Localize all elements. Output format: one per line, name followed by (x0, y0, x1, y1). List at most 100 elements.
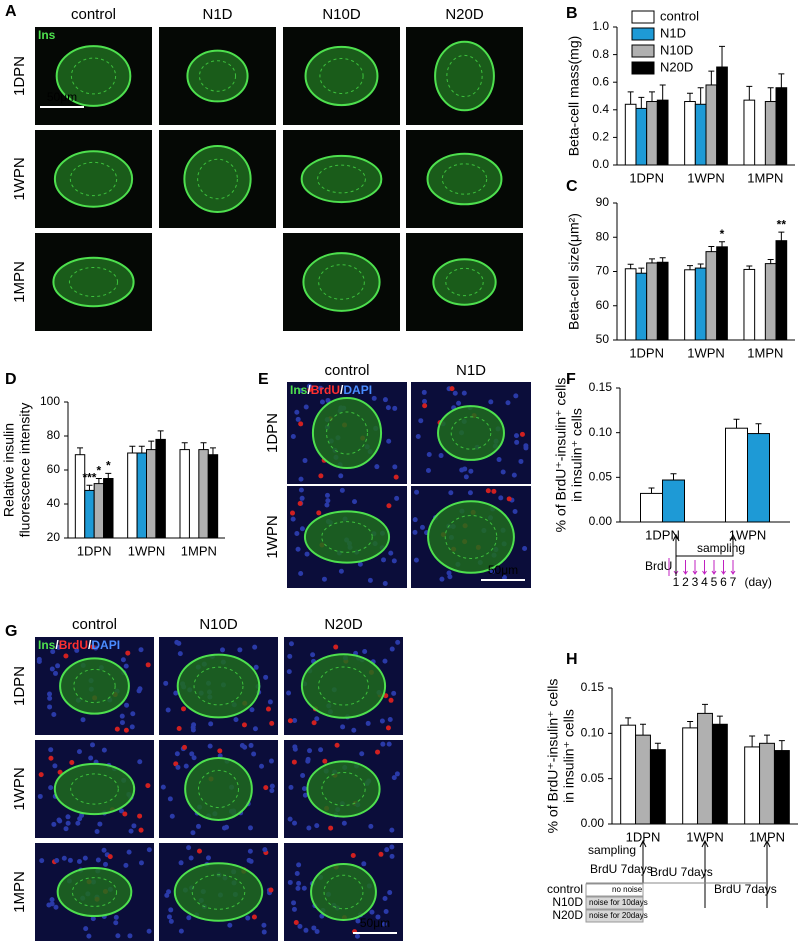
sampling-arrow (701, 839, 709, 908)
y-axis-label: Beta-cell mass(mg) (566, 36, 582, 157)
nucleus (176, 726, 182, 732)
nucleus (54, 857, 60, 863)
nucleus (369, 909, 375, 915)
nucleus (319, 399, 325, 405)
nucleus (294, 409, 300, 415)
nucleus (195, 823, 201, 829)
nucleus (379, 718, 385, 724)
nucleus (419, 524, 425, 530)
legend-swatch (631, 10, 655, 24)
nucleus (489, 569, 495, 575)
channel-part: / (340, 383, 344, 397)
nucleus (38, 772, 44, 778)
nucleus (322, 758, 328, 764)
nucleus (321, 576, 327, 582)
nucleus (120, 657, 126, 663)
nucleus (418, 418, 424, 424)
bar (697, 712, 713, 825)
nucleus (338, 473, 344, 479)
legend-label: control (660, 8, 699, 23)
islet (183, 145, 252, 213)
nucleus (36, 658, 42, 664)
error-bar (719, 241, 726, 247)
error-bar (209, 447, 216, 455)
sampling-label: sampling (697, 541, 745, 555)
group-label: N10D (552, 895, 583, 909)
nucleus (290, 510, 296, 516)
nucleus (468, 468, 474, 474)
islet (437, 405, 505, 461)
channel-part: Ins (290, 383, 308, 397)
nucleus (166, 889, 172, 895)
islet-texture (197, 158, 238, 200)
nucleus (385, 725, 391, 731)
group-label: N20D (552, 908, 583, 922)
nucleus (378, 851, 384, 857)
nucleus (286, 690, 292, 696)
group-box (585, 896, 644, 910)
nucleus (183, 763, 189, 769)
day-label: 7 (730, 575, 737, 589)
y-tick-label: 100 (40, 394, 60, 408)
nucleus (294, 530, 300, 536)
nucleus (514, 439, 520, 445)
nucleus (421, 389, 427, 395)
nucleus (328, 825, 334, 831)
islet (311, 396, 383, 470)
brdu-arrow (683, 560, 688, 575)
bar (646, 101, 658, 166)
significance: * (720, 227, 725, 241)
channel-label: Ins/BrdU/DAPI (290, 383, 372, 397)
nucleus (382, 581, 388, 587)
nucleus (76, 858, 82, 864)
nucleus (242, 744, 248, 750)
islet (310, 863, 377, 921)
nucleus (355, 918, 361, 924)
day-label: 3 (692, 575, 699, 589)
nucleus (452, 390, 458, 396)
nucleus (74, 647, 80, 653)
islet (59, 657, 130, 715)
bar (640, 492, 663, 523)
nucleus (180, 706, 186, 712)
islet (56, 866, 133, 918)
error-bar (138, 445, 145, 453)
bar (694, 267, 707, 341)
nucleus (361, 861, 367, 867)
nucleus (207, 743, 213, 749)
nucleus (57, 769, 63, 775)
nucleus (338, 568, 344, 574)
nucleus (51, 711, 57, 717)
nucleus (190, 830, 196, 836)
nucleus (498, 495, 504, 501)
channel-part: Ins (38, 28, 56, 42)
y-axis-label: % of BrdU⁺-insulin⁺ cells (553, 378, 569, 533)
sampling-arrow (676, 533, 737, 557)
y-tick-label: 0.6 (592, 74, 609, 88)
x-tick-label: 1WPN (686, 829, 724, 844)
nucleus (467, 490, 473, 496)
error-bar (749, 735, 756, 747)
nucleus (387, 717, 393, 723)
islet-texture (450, 416, 492, 450)
nucleus (333, 644, 339, 650)
nucleus (136, 688, 142, 694)
y-tick-label: 0.10 (581, 726, 605, 740)
nucleus (340, 724, 346, 730)
row-label: 1DPN (11, 666, 28, 706)
islet-texture (71, 877, 118, 907)
nucleus (523, 445, 529, 451)
nucleus (83, 926, 89, 932)
nucleus (123, 663, 129, 669)
nucleus (50, 649, 56, 655)
nucleus (412, 517, 418, 523)
nucleus (65, 814, 71, 820)
nucleus (57, 818, 63, 824)
nucleus (115, 933, 121, 939)
nucleus (459, 467, 465, 473)
scale-label: 50μm (360, 916, 390, 930)
nucleus (371, 395, 377, 401)
nucleus (324, 492, 330, 498)
error-bar (157, 430, 164, 440)
islet (176, 653, 261, 719)
